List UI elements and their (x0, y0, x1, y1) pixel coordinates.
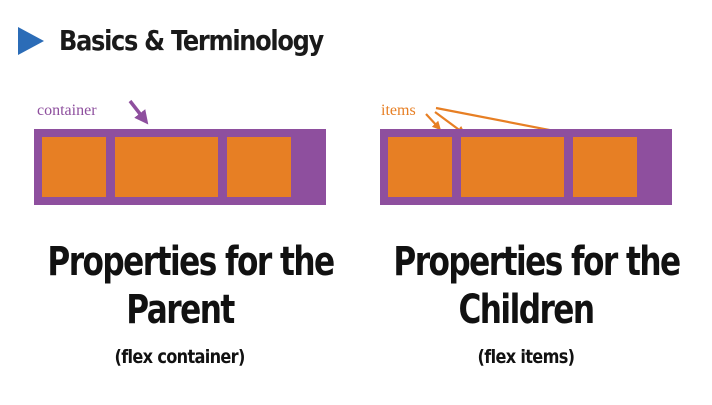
parent-subheading-text: (flex container) (114, 346, 246, 368)
children-subheading: (flex items) (356, 346, 696, 368)
flex-container-box (34, 129, 326, 205)
children-heading-line1: Properties for the (393, 239, 681, 285)
flex-item-box (388, 137, 452, 197)
slide-header: Basics & Terminology (18, 24, 366, 57)
children-heading: Properties for the Children (356, 238, 696, 334)
triangle-bullet-icon (18, 26, 44, 55)
parent-heading-line1: Properties for the (47, 239, 335, 285)
container-label: container (37, 102, 97, 119)
flex-item-box (573, 137, 637, 197)
flex-item-box (115, 137, 218, 197)
children-heading-line2: Children (458, 287, 595, 333)
slide-title: Basics & Terminology (59, 24, 324, 57)
parent-heading: Properties for the Parent (10, 238, 350, 334)
items-label: items (381, 102, 416, 119)
parent-heading-line2: Parent (126, 287, 235, 333)
children-subheading-text: (flex items) (477, 346, 575, 368)
flex-item-box (227, 137, 291, 197)
flex-item-box (461, 137, 564, 197)
parent-subheading: (flex container) (10, 346, 350, 368)
container-arrow-icon (128, 99, 149, 125)
flex-item-box (42, 137, 106, 197)
flex-container-box (380, 129, 672, 205)
